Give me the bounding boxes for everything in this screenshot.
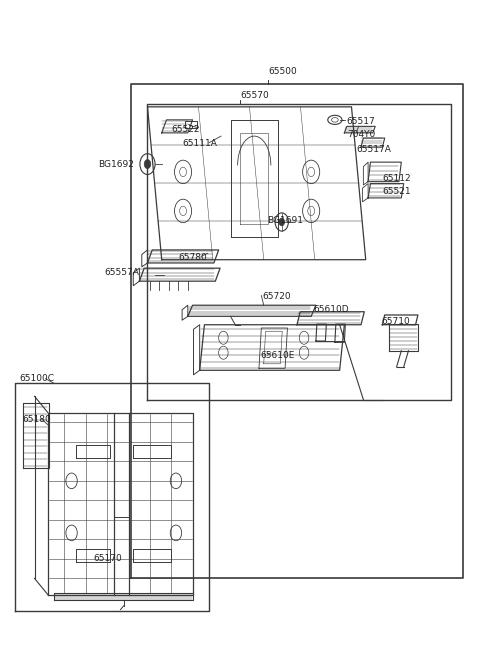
Text: 65517: 65517 — [347, 117, 375, 126]
Text: BG1692: BG1692 — [97, 159, 133, 169]
Text: 65111A: 65111A — [182, 140, 217, 148]
Text: 65710: 65710 — [382, 317, 410, 326]
Text: 65500: 65500 — [268, 66, 297, 75]
Text: 65610E: 65610E — [261, 351, 295, 360]
Text: 65521: 65521 — [383, 187, 411, 196]
Text: 65112: 65112 — [383, 174, 411, 183]
Text: 65570: 65570 — [240, 91, 269, 100]
Text: 65180: 65180 — [23, 415, 51, 424]
Text: 65780: 65780 — [179, 253, 207, 262]
Text: 65170: 65170 — [94, 554, 122, 564]
Text: 65100C: 65100C — [19, 374, 54, 383]
Circle shape — [144, 159, 151, 169]
Text: 65610D: 65610D — [313, 305, 349, 314]
Circle shape — [279, 218, 285, 226]
Text: 704Y0: 704Y0 — [347, 130, 375, 138]
Text: 65720: 65720 — [263, 293, 291, 301]
Text: 65517A: 65517A — [356, 144, 391, 154]
Text: BG1691: BG1691 — [267, 216, 303, 225]
Text: 65557A: 65557A — [105, 268, 140, 277]
Text: 65522: 65522 — [171, 125, 200, 134]
